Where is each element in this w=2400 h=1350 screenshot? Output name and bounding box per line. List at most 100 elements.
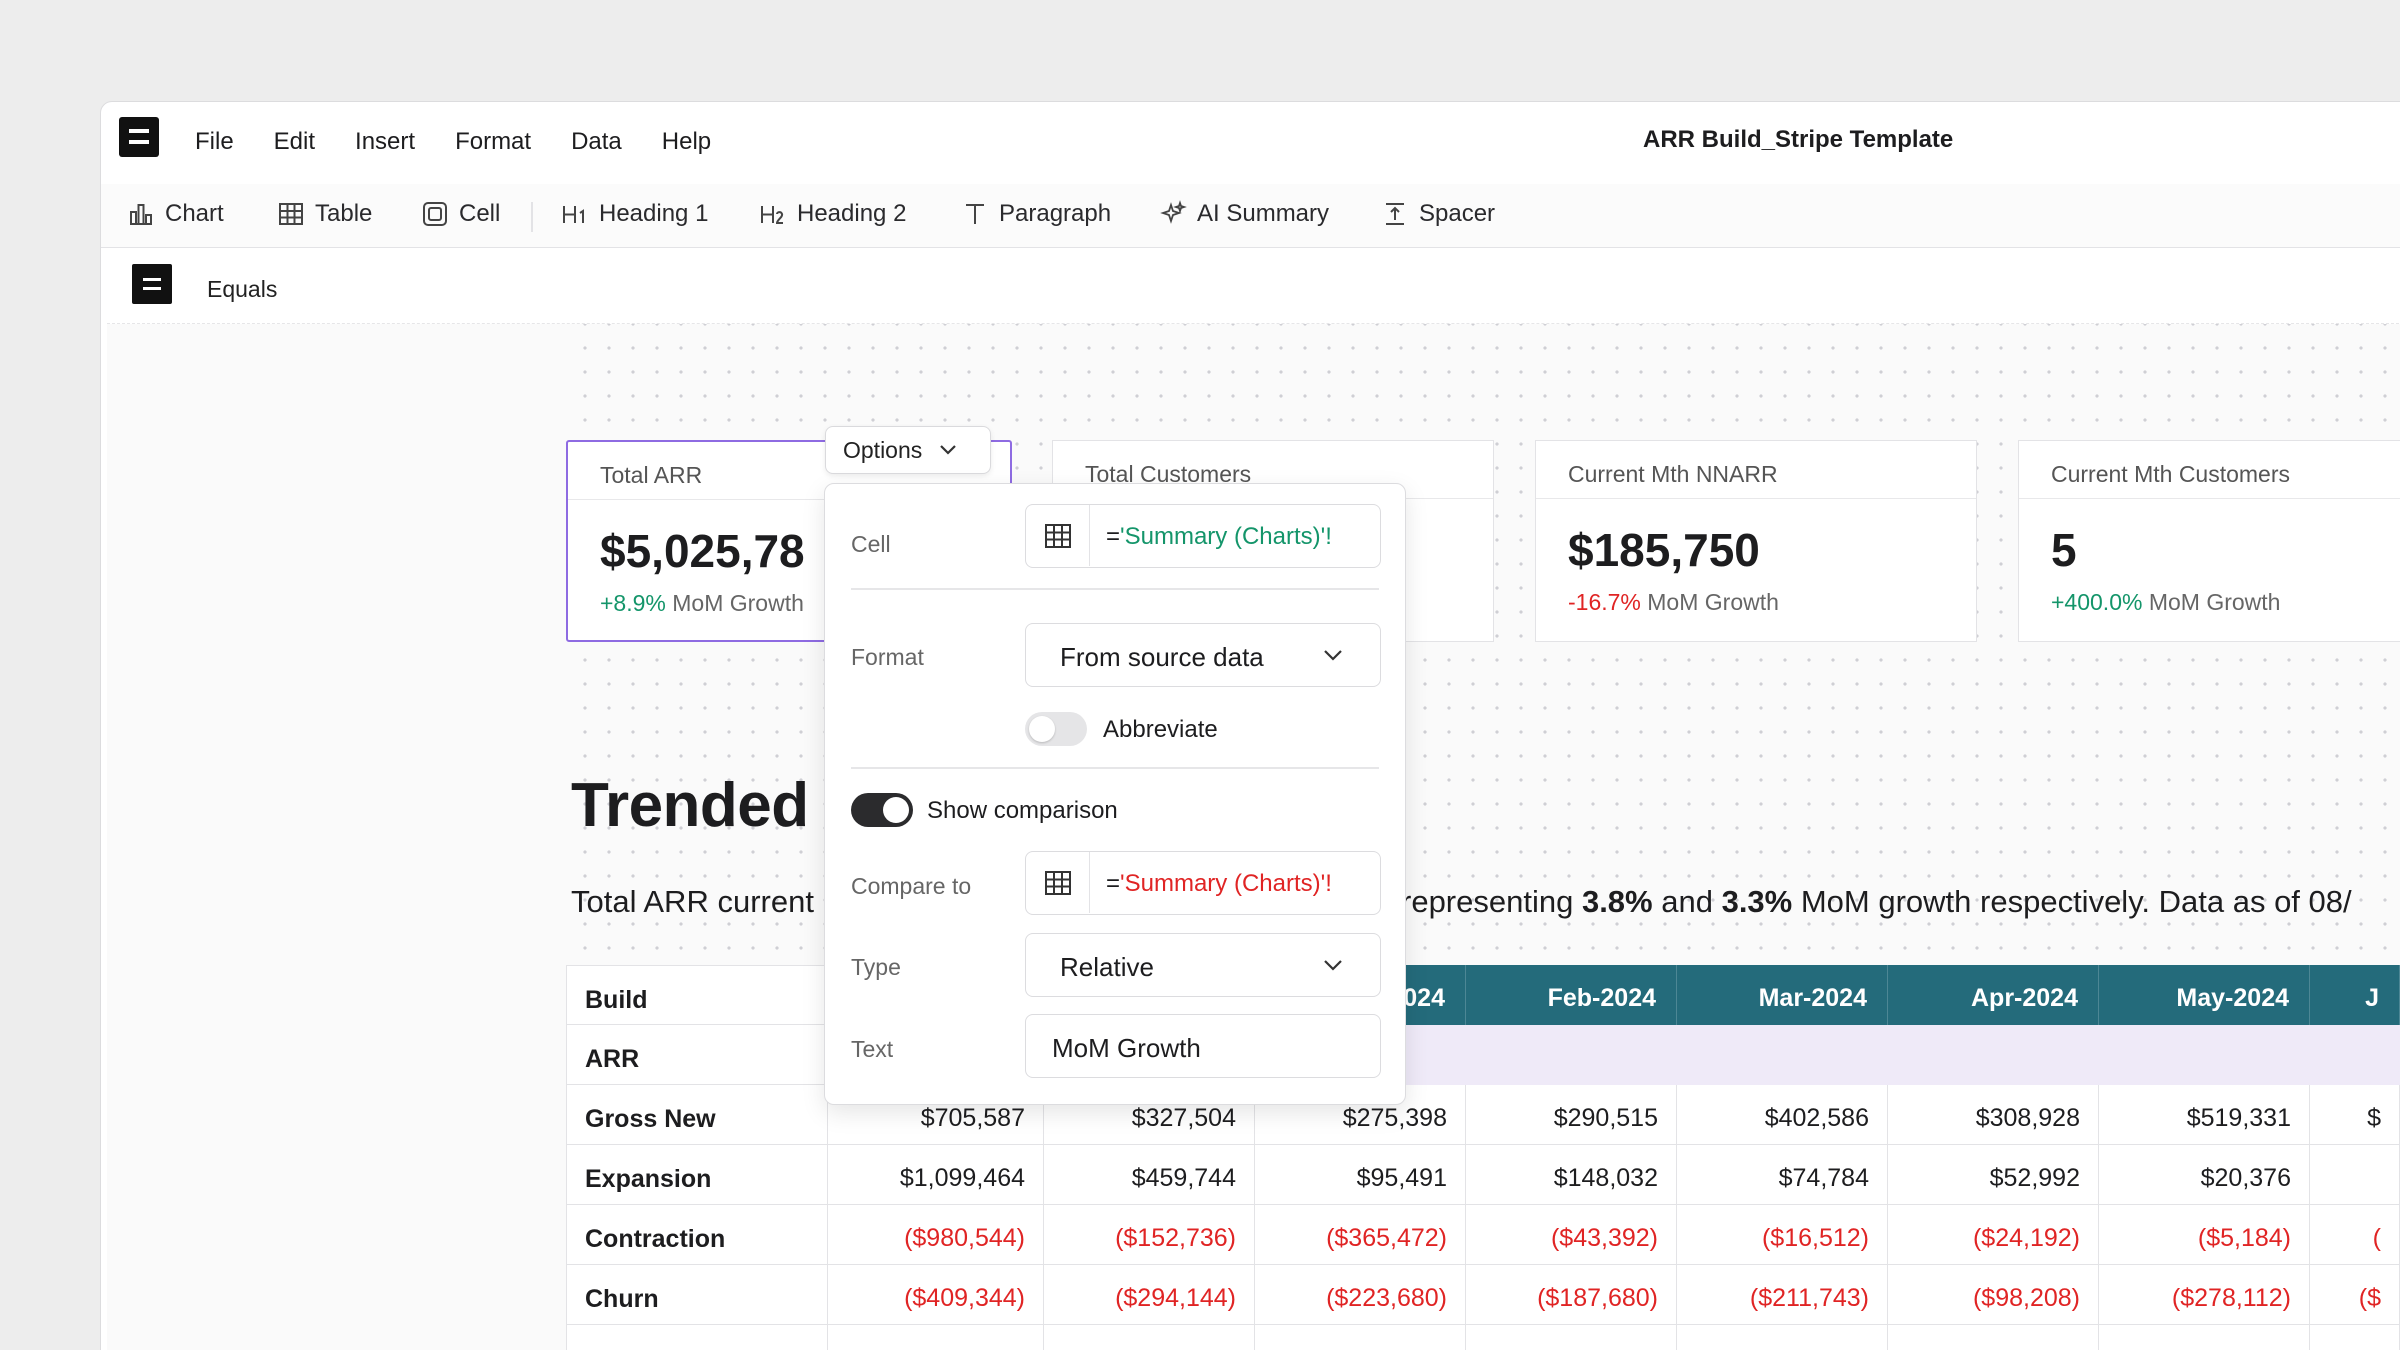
comparison-text-value: MoM Growth xyxy=(1052,1033,1201,1063)
metric-card-title: Total Customers xyxy=(1053,441,1493,499)
table-cell[interactable]: ($98,208) xyxy=(1888,1265,2099,1325)
insert-paragraph-label: Paragraph xyxy=(999,200,1112,227)
table-cell[interactable]: $1,099,464 xyxy=(828,1145,1044,1205)
chevron-down-icon xyxy=(1324,960,1342,971)
table-cell[interactable]: ($223,680) xyxy=(1255,1265,1466,1325)
column-header[interactable]: May-2024 xyxy=(2099,965,2310,1025)
column-header[interactable]: Apr-2024 xyxy=(1888,965,2099,1025)
spacer-icon xyxy=(1386,203,1404,225)
cell-reference-field[interactable]: ='Summary (Charts)'! xyxy=(1025,504,1381,568)
type-select[interactable]: Relative xyxy=(1025,933,1381,997)
table-cell[interactable]: ($5,184) xyxy=(2099,1205,2310,1265)
format-select[interactable]: From source data xyxy=(1025,623,1381,687)
row-label[interactable]: Contraction xyxy=(566,1205,828,1265)
toggle-knob xyxy=(1029,716,1055,742)
column-header[interactable]: J xyxy=(2310,965,2400,1025)
table-cell[interactable]: $519,331 xyxy=(2099,1085,2310,1145)
table-cell[interactable]: $290,515 xyxy=(1466,1085,1677,1145)
table-cell[interactable]: $148,032 xyxy=(1466,1145,1677,1205)
format-label: Format xyxy=(851,644,924,670)
table-cell[interactable] xyxy=(1255,1325,1466,1350)
menu-file[interactable]: File xyxy=(195,128,234,155)
column-header[interactable]: Feb-2024 xyxy=(1466,965,1677,1025)
insert-table-button[interactable]: Table xyxy=(277,200,372,228)
insert-cell-button[interactable]: Cell xyxy=(421,200,500,228)
table-cell[interactable]: ($409,344) xyxy=(828,1265,1044,1325)
table-cell[interactable] xyxy=(1888,1325,2099,1350)
comparison-text-input[interactable]: MoM Growth xyxy=(1025,1014,1381,1078)
insert-ai-summary-button[interactable]: AI Summary xyxy=(1159,200,1329,228)
type-label: Type xyxy=(851,954,901,980)
table-cell[interactable]: ($ xyxy=(2310,1265,2400,1325)
table-cell[interactable]: ($187,680) xyxy=(1466,1265,1677,1325)
abbreviate-label: Abbreviate xyxy=(1103,716,1218,743)
formula-equals: = xyxy=(1106,870,1121,897)
cell-picker-button[interactable] xyxy=(1026,505,1090,566)
row-label[interactable]: Expansion xyxy=(566,1145,828,1205)
doc-name[interactable]: Equals xyxy=(207,276,278,302)
row-label[interactable]: Gross New xyxy=(566,1085,828,1145)
menu-format[interactable]: Format xyxy=(455,128,532,155)
insert-toolbar: Chart Table Cell Heading 1 Heading 2 Par… xyxy=(101,184,2400,248)
table-cell[interactable] xyxy=(1466,1325,1677,1350)
row-label[interactable]: Build xyxy=(566,965,828,1025)
menu-edit[interactable]: Edit xyxy=(273,128,316,155)
para-bold-2: 3.3% xyxy=(1721,884,1793,919)
insert-heading1-button[interactable]: Heading 1 xyxy=(561,200,708,228)
menu-help[interactable]: Help xyxy=(661,128,712,155)
table-cell[interactable]: $20,376 xyxy=(2099,1145,2310,1205)
insert-spacer-button[interactable]: Spacer xyxy=(1381,200,1495,228)
toggle-knob xyxy=(883,797,909,823)
menu-data[interactable]: Data xyxy=(571,128,622,155)
row-label[interactable] xyxy=(566,1325,828,1350)
table-cell[interactable] xyxy=(1044,1325,1255,1350)
table-cell[interactable]: $ xyxy=(2310,1085,2400,1145)
table-cell[interactable]: ($43,392) xyxy=(1466,1205,1677,1265)
table-cell[interactable]: $459,744 xyxy=(1044,1145,1255,1205)
table-cell[interactable]: $52,992 xyxy=(1888,1145,2099,1205)
insert-ai-summary-label: AI Summary xyxy=(1197,200,1330,227)
metric-card-current-mth-customers[interactable]: Current Mth Customers 5 +400.0% MoM Grow… xyxy=(2018,440,2400,642)
compare-picker-button[interactable] xyxy=(1026,852,1090,913)
table-cell[interactable]: ($980,544) xyxy=(828,1205,1044,1265)
show-comparison-toggle[interactable] xyxy=(851,793,913,827)
row-label[interactable]: Churn xyxy=(566,1265,828,1325)
table-cell[interactable]: ($24,192) xyxy=(1888,1205,2099,1265)
abbreviate-toggle[interactable] xyxy=(1025,712,1087,746)
table-cell[interactable] xyxy=(2310,1325,2400,1350)
table-cell[interactable]: ($365,472) xyxy=(1255,1205,1466,1265)
table-cell[interactable]: $308,928 xyxy=(1888,1085,2099,1145)
document-title[interactable]: ARR Build_Stripe Template xyxy=(1643,126,1954,153)
menu-insert[interactable]: Insert xyxy=(355,128,416,155)
metric-card-current-mth-nnarr[interactable]: Current Mth NNARR $185,750 -16.7% MoM Gr… xyxy=(1535,440,1977,642)
insert-heading2-button[interactable]: Heading 2 xyxy=(759,200,906,228)
table-grid-icon xyxy=(1044,523,1071,548)
table-cell[interactable]: ($152,736) xyxy=(1044,1205,1255,1265)
metric-card-delta-label: MoM Growth xyxy=(2148,589,2281,615)
row-label[interactable]: ARR xyxy=(566,1025,828,1085)
app-logo-icon[interactable] xyxy=(119,117,159,157)
table-cell[interactable] xyxy=(2099,1325,2310,1350)
table-cell[interactable] xyxy=(2310,1145,2400,1205)
table-cell[interactable]: ($211,743) xyxy=(1677,1265,1888,1325)
main-menu: File Edit Insert Format Data Help xyxy=(195,128,751,156)
column-header[interactable]: Mar-2024 xyxy=(1677,965,1888,1025)
table-cell[interactable]: ( xyxy=(2310,1205,2400,1265)
options-button[interactable]: Options xyxy=(825,426,991,474)
summary-paragraph-left[interactable]: Total ARR current xyxy=(571,884,814,919)
popover-divider xyxy=(851,767,1379,769)
insert-chart-button[interactable]: Chart xyxy=(127,200,224,228)
table-cell[interactable] xyxy=(828,1325,1044,1350)
table-cell[interactable]: $402,586 xyxy=(1677,1085,1888,1145)
section-heading[interactable]: Trended / xyxy=(571,771,843,840)
table-cell[interactable]: ($16,512) xyxy=(1677,1205,1888,1265)
metric-card-value: 5 xyxy=(2051,524,2077,576)
summary-paragraph-right[interactable]: representing 3.8% and 3.3% MoM growth re… xyxy=(1401,884,2352,920)
table-cell[interactable]: ($294,144) xyxy=(1044,1265,1255,1325)
table-cell[interactable]: $74,784 xyxy=(1677,1145,1888,1205)
compare-reference-field[interactable]: ='Summary (Charts)'! xyxy=(1025,851,1381,915)
table-cell[interactable]: $95,491 xyxy=(1255,1145,1466,1205)
table-cell[interactable]: ($278,112) xyxy=(2099,1265,2310,1325)
table-cell[interactable] xyxy=(1677,1325,1888,1350)
insert-paragraph-button[interactable]: Paragraph xyxy=(961,200,1111,228)
